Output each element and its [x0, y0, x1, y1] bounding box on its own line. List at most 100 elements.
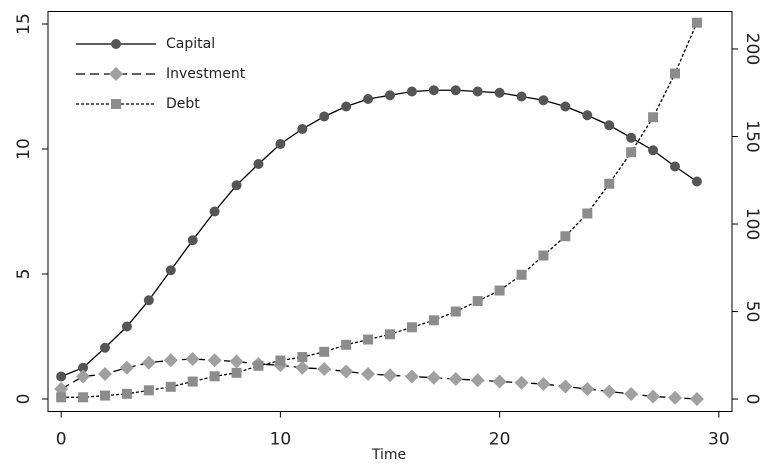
point [582, 110, 593, 121]
point [56, 392, 67, 403]
point [691, 176, 702, 187]
legend-label: Capital [166, 36, 215, 52]
point [646, 389, 661, 404]
y2-tick-label: 200 [742, 33, 762, 65]
point [317, 362, 332, 376]
point [670, 68, 680, 79]
point [691, 17, 702, 28]
y2-tick-label: 150 [742, 120, 762, 152]
point [626, 147, 637, 158]
point [492, 374, 507, 389]
point [560, 231, 571, 242]
point [604, 178, 615, 189]
point [56, 371, 67, 382]
y2-tick-label: 100 [742, 208, 762, 240]
point [319, 346, 330, 357]
point [209, 371, 220, 382]
point [516, 91, 527, 102]
point [141, 355, 156, 370]
x-axis-label: Time [371, 447, 406, 463]
point [339, 364, 354, 379]
point [428, 315, 439, 326]
point [297, 352, 308, 363]
point [385, 329, 395, 340]
point [143, 385, 154, 396]
point [363, 334, 374, 345]
y-tick-label: 10 [14, 138, 34, 160]
point [383, 368, 397, 383]
point [165, 381, 176, 392]
point [558, 379, 573, 394]
plot-frame [47, 11, 733, 412]
point [275, 139, 286, 149]
point [428, 85, 439, 96]
legend-label: Investment [166, 66, 246, 82]
point [385, 90, 395, 101]
point [119, 360, 134, 375]
series-line [60, 89, 698, 378]
point [426, 370, 441, 385]
point [165, 265, 176, 276]
point [494, 87, 505, 98]
point [560, 101, 571, 112]
series-line [61, 22, 698, 398]
point [121, 388, 132, 399]
point [604, 120, 615, 131]
point [514, 375, 529, 390]
y-tick-label: 0 [14, 394, 34, 405]
point [450, 85, 461, 96]
point [602, 384, 617, 399]
point [98, 367, 112, 381]
point [187, 376, 198, 387]
point [624, 387, 639, 401]
x-tick-label: 20 [489, 430, 511, 450]
point [295, 360, 310, 375]
point [341, 101, 352, 112]
x-tick-label: 30 [708, 430, 730, 450]
point [185, 352, 200, 366]
point [109, 67, 123, 81]
point [450, 306, 461, 317]
point [472, 86, 483, 97]
point [111, 99, 121, 109]
point [100, 342, 110, 353]
point [580, 382, 595, 396]
y-tick-label: 5 [14, 269, 34, 280]
x-tick-label: 0 [56, 430, 67, 450]
point [143, 295, 154, 306]
legend-label: Debt [166, 96, 200, 112]
point [209, 206, 220, 217]
point [231, 367, 242, 378]
point [297, 124, 308, 134]
point [187, 235, 198, 246]
point [275, 355, 286, 366]
point [341, 339, 352, 350]
point [538, 95, 549, 106]
y2-tick-label: 0 [742, 394, 762, 405]
point [361, 367, 376, 381]
point [648, 145, 659, 156]
y-tick-label: 15 [14, 13, 34, 35]
point [406, 86, 417, 97]
point [582, 208, 593, 219]
y2-tick-label: 50 [742, 301, 762, 323]
x-tick-label: 10 [270, 430, 292, 450]
point [538, 250, 549, 261]
point [229, 354, 244, 369]
point [163, 353, 178, 368]
point [516, 269, 527, 280]
point [470, 373, 485, 388]
point [494, 285, 505, 296]
point [626, 132, 637, 143]
point [689, 392, 704, 406]
series-line [60, 358, 697, 400]
point [76, 369, 91, 384]
point [253, 159, 264, 169]
point [648, 112, 659, 123]
point [78, 362, 89, 373]
point [111, 39, 121, 49]
point [536, 377, 551, 391]
point [404, 369, 419, 384]
point [319, 111, 330, 122]
